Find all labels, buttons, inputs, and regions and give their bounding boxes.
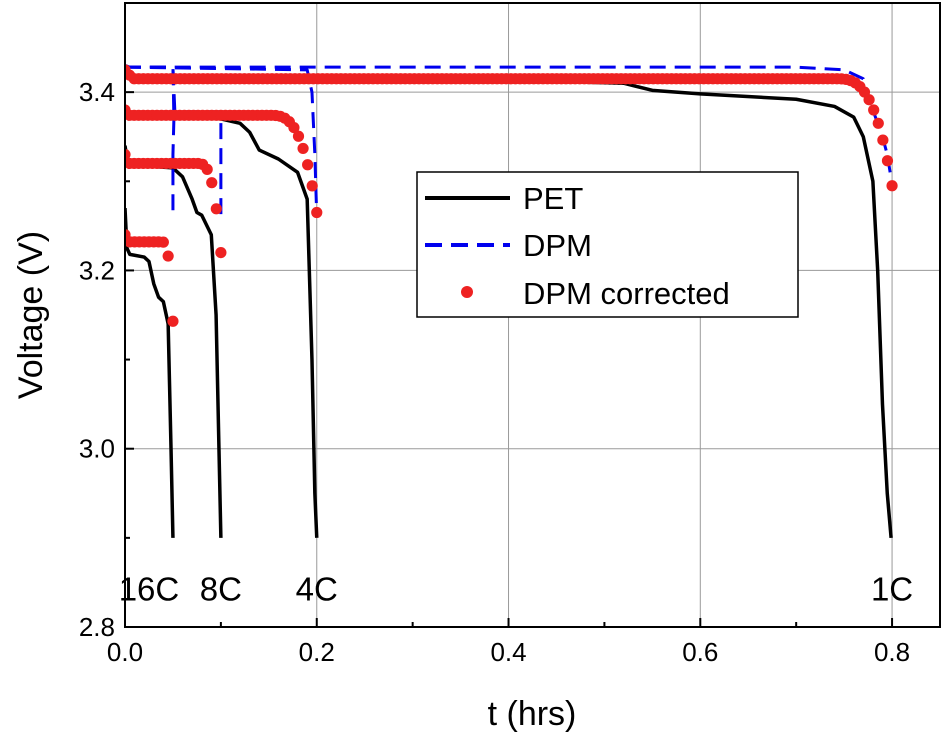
y-axis-title: Voltage (V) [12, 231, 50, 399]
x-tick-label: 0.6 [682, 637, 718, 667]
x-tick-label: 0.0 [107, 637, 143, 667]
plot-series [125, 63, 898, 539]
rate-annotations: 16C 8C 4C 1C [119, 570, 913, 607]
legend-swatch-dpm-corrected [461, 286, 473, 298]
plot-frame [124, 2, 941, 628]
dpm-corrected-point [872, 117, 884, 129]
dpm-corrected-point [881, 155, 894, 167]
series-dpm-corrected-8c [125, 148, 227, 259]
dpm-corrected-point [210, 203, 222, 215]
rate-label-8c: 8C [200, 570, 242, 607]
series-dpm-corrected-16c [125, 229, 179, 327]
dpm-corrected-point [868, 104, 880, 116]
series-dpm-corrected-1c [125, 64, 898, 192]
legend: PET DPM DPM corrected [416, 171, 799, 318]
dpm-corrected-point [288, 121, 300, 134]
series-dpm-corrected-4c [125, 104, 323, 219]
rate-label-16c: 16C [119, 570, 180, 607]
dpm-corrected-point [292, 130, 305, 142]
y-tick-label: 3.2 [79, 255, 115, 285]
axis-tick-labels: 0.0 0.2 0.4 0.6 0.8 2.8 3.0 3.2 3.4 [79, 77, 910, 667]
dpm-corrected-point [157, 236, 169, 248]
x-tick-label: 0.4 [490, 637, 526, 667]
legend-label-dpm-corrected: DPM corrected [523, 276, 730, 311]
dpm-corrected-point [201, 163, 213, 175]
dpm-corrected-point [162, 250, 174, 262]
rate-label-1c: 1C [871, 570, 913, 607]
x-tick-label: 0.8 [874, 637, 910, 667]
axis-ticks [124, 2, 894, 628]
dpm-corrected-point [297, 142, 309, 155]
dpm-corrected-point [206, 177, 218, 189]
rate-label-4c: 4C [296, 570, 338, 607]
legend-label-dpm: DPM [523, 228, 592, 263]
dpm-corrected-point [125, 148, 131, 161]
series-pet-16c [125, 207, 175, 538]
dpm-corrected-point [877, 134, 889, 146]
dpm-corrected-point [215, 247, 227, 259]
dpm-corrected-point [311, 206, 323, 219]
x-axis-title: t (hrs) [488, 695, 577, 733]
dpm-corrected-point [302, 159, 314, 171]
legend-label-pet: PET [523, 181, 583, 216]
x-tick-label: 0.2 [299, 637, 335, 667]
dpm-corrected-point [306, 180, 318, 192]
series-dpm-1c [125, 63, 892, 173]
y-tick-label: 3.4 [79, 77, 115, 107]
dpm-corrected-point [167, 315, 179, 327]
y-tick-label: 3.0 [79, 434, 115, 464]
dpm-corrected-point [863, 94, 875, 106]
y-tick-label: 2.8 [79, 612, 115, 642]
dpm-corrected-point [886, 180, 898, 192]
